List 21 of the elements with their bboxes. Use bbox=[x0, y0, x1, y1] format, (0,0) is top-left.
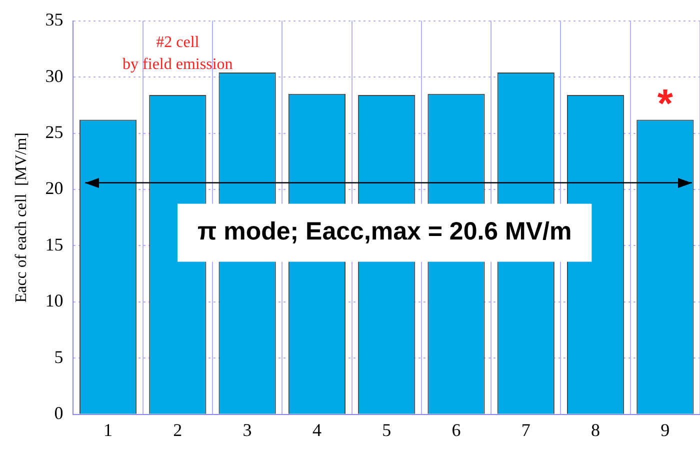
y-tick-label: 10 bbox=[45, 290, 64, 311]
y-tick-label: 20 bbox=[45, 178, 64, 198]
x-tick-label: 7 bbox=[521, 420, 530, 440]
x-tick-label: 4 bbox=[312, 420, 322, 440]
x-tick-label: 6 bbox=[452, 420, 461, 440]
x-tick-label: 2 bbox=[173, 420, 182, 440]
ref-line-label: π mode; Eacc,max = 20.6 MV/m bbox=[198, 218, 572, 246]
x-tick-label: 8 bbox=[591, 420, 600, 440]
annotation: * bbox=[657, 82, 674, 126]
y-tick-label: 35 bbox=[45, 10, 64, 30]
annotation: #2 cell by field emission bbox=[122, 34, 233, 74]
y-tick-label: 5 bbox=[54, 346, 64, 367]
y-axis-title: Eacc of each cell [MV/m] bbox=[12, 132, 30, 303]
x-tick-label: 9 bbox=[660, 420, 670, 440]
y-tick-label: 0 bbox=[54, 403, 64, 424]
x-tick-label: 1 bbox=[104, 420, 113, 440]
y-tick-label: 15 bbox=[45, 234, 64, 254]
x-tick-label: 3 bbox=[242, 420, 252, 440]
y-tick-label: 30 bbox=[45, 66, 64, 86]
x-tick-label: 5 bbox=[382, 420, 392, 440]
y-tick-label: 25 bbox=[45, 122, 64, 142]
